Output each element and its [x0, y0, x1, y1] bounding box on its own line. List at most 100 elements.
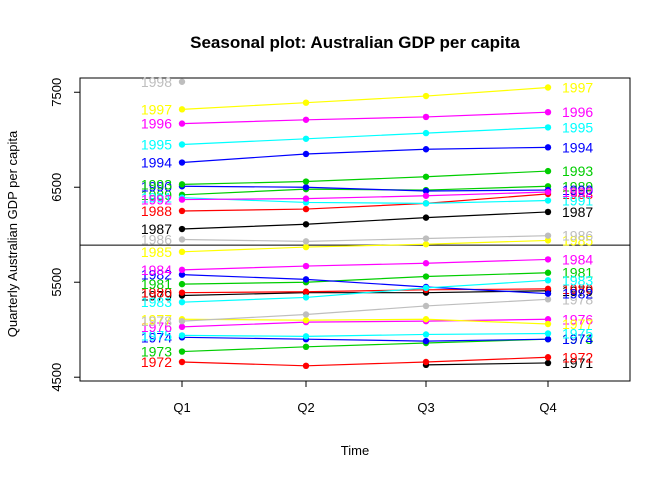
series-line-1983	[181, 279, 549, 303]
series-line-1985	[181, 239, 549, 253]
point-1992-Q1	[178, 196, 186, 203]
x-axis-label: Time	[341, 443, 369, 458]
year-label-right-1993: 1993	[562, 163, 593, 179]
year-label-left-1978: 1978	[141, 313, 172, 329]
point-1972-Q1	[178, 358, 186, 366]
point-1995-Q2	[302, 135, 310, 142]
year-label-right-1972: 1972	[562, 349, 593, 365]
plot-frame	[79, 77, 631, 382]
point-1984-Q4	[544, 256, 552, 263]
point-1982-Q2	[302, 276, 310, 283]
x-tick-label-Q3: Q3	[417, 400, 434, 415]
point-1983-Q4	[544, 277, 552, 284]
point-1994-Q3	[422, 146, 430, 153]
point-1972-Q3	[422, 358, 430, 366]
point-1971-Q4	[544, 359, 552, 367]
year-label-right-1996: 1996	[562, 104, 593, 120]
year-label-right-1982: 1982	[562, 286, 593, 302]
point-1997-Q1	[178, 106, 186, 113]
year-label-left-1983: 1983	[141, 294, 172, 310]
y-tick-label-7500: 7500	[49, 78, 64, 107]
point-1981-Q3	[422, 273, 430, 280]
series-line-1987	[181, 211, 549, 230]
year-label-left-1982: 1982	[141, 267, 172, 283]
point-1991-Q3	[422, 200, 430, 207]
series-line-1981	[181, 272, 549, 285]
point-1987-Q3	[422, 214, 430, 221]
year-label-right-1991: 1991	[562, 193, 593, 209]
series-line-1992	[181, 191, 549, 201]
year-label-right-1994: 1994	[562, 139, 593, 155]
year-label-right-1987: 1987	[562, 204, 593, 220]
point-1981-Q4	[544, 269, 552, 276]
year-label-right-1997: 1997	[562, 79, 593, 95]
year-label-right-1985: 1985	[562, 232, 593, 248]
point-1995-Q4	[544, 124, 552, 131]
series-line-1971	[425, 362, 549, 366]
point-1987-Q4	[544, 208, 552, 216]
point-1982-Q1	[178, 271, 186, 278]
year-label-right-1980: 1980	[562, 281, 593, 297]
point-1978-Q2	[302, 311, 310, 318]
point-1993-Q2	[302, 178, 310, 185]
point-1992-Q4	[544, 188, 552, 196]
point-1978-Q1	[178, 317, 186, 325]
point-1987-Q1	[178, 225, 186, 233]
year-label-right-1974: 1974	[562, 331, 593, 347]
x-tick-label-Q1: Q1	[173, 400, 190, 415]
series-line-1978	[181, 298, 549, 322]
point-1975-Q1	[178, 332, 186, 339]
series-line-1984	[181, 258, 549, 271]
year-label-right-1979: 1979	[562, 283, 593, 299]
series-line-1993	[181, 170, 549, 185]
point-1980-Q1	[178, 289, 186, 296]
point-1991-Q4	[544, 197, 552, 204]
year-label-left-1975: 1975	[141, 327, 172, 343]
point-1995-Q3	[422, 129, 430, 137]
y-tick-label-4500: 4500	[49, 363, 64, 392]
year-label-left-1990: 1990	[141, 178, 172, 194]
point-1973-Q1	[178, 348, 186, 355]
x-tick-label-Q4: Q4	[539, 400, 556, 415]
series-line-1997	[181, 86, 549, 110]
point-1976-Q4	[544, 316, 552, 323]
series-line-1972	[181, 356, 549, 367]
year-label-right-1986: 1986	[562, 228, 593, 244]
point-1992-Q2	[302, 195, 310, 202]
point-1983-Q2	[302, 294, 310, 301]
point-1988-Q2	[302, 205, 310, 213]
point-1985-Q1	[178, 248, 186, 256]
year-label-right-1995: 1995	[562, 119, 593, 135]
year-label-left-1984: 1984	[141, 262, 172, 278]
point-1993-Q4	[544, 167, 552, 175]
point-1994-Q4	[544, 144, 552, 151]
point-1988-Q1	[178, 207, 186, 215]
year-label-left-1973: 1973	[141, 344, 172, 360]
point-1992-Q3	[422, 192, 430, 199]
point-1983-Q3	[422, 284, 430, 292]
year-label-left-1977: 1977	[141, 311, 172, 327]
year-label-right-1976: 1976	[562, 311, 593, 327]
point-1996-Q3	[422, 113, 430, 121]
year-label-left-1988: 1988	[141, 203, 172, 219]
series-line-1980	[181, 288, 549, 294]
year-label-left-1985: 1985	[141, 244, 172, 260]
point-1982-Q4	[544, 290, 552, 297]
point-1973-Q2	[302, 343, 310, 351]
point-1997-Q3	[422, 92, 430, 100]
point-1997-Q4	[544, 84, 552, 91]
point-1996-Q1	[178, 120, 186, 127]
point-1994-Q2	[302, 150, 310, 158]
series-line-1977	[181, 318, 549, 325]
series-line-1995	[181, 126, 549, 146]
year-label-right-1983: 1983	[562, 272, 593, 288]
series-line-1996	[181, 111, 549, 125]
point-1976-Q1	[178, 323, 186, 331]
point-1986-Q4	[544, 232, 552, 239]
point-1975-Q3	[422, 331, 430, 338]
series-line-1976	[181, 318, 549, 328]
point-1977-Q2	[302, 317, 310, 324]
point-1996-Q4	[544, 108, 552, 116]
point-1990-Q2	[302, 184, 310, 191]
